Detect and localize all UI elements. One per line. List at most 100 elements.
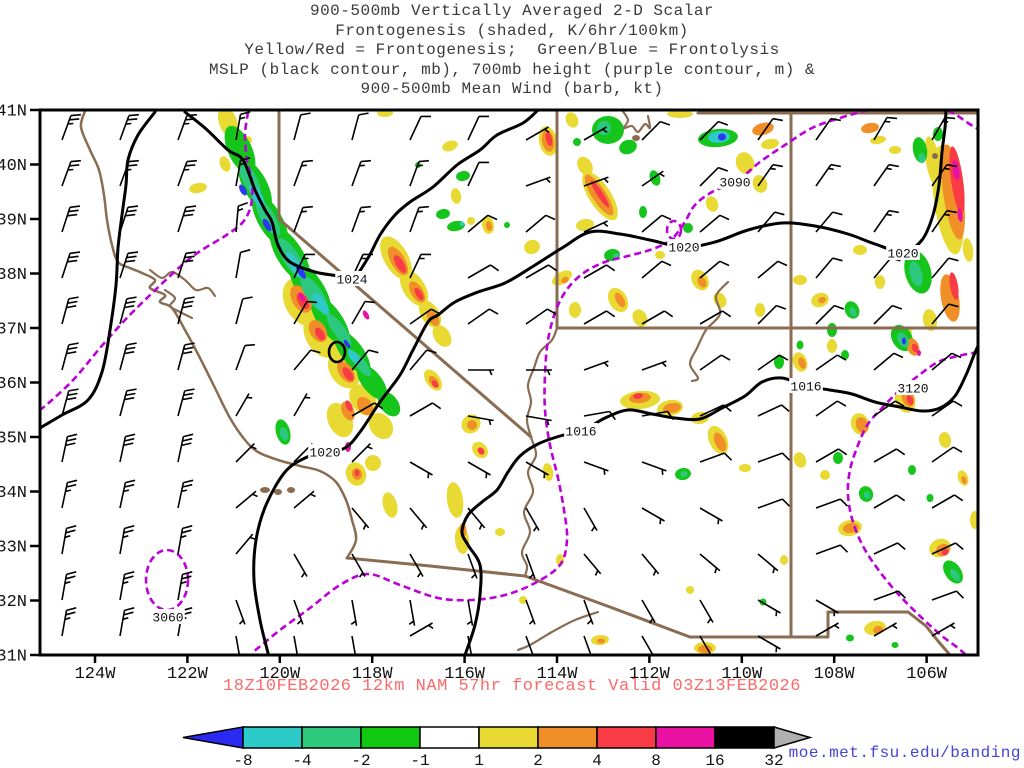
colorbar-tick-label: 16 <box>705 752 724 768</box>
y-axis-label: 32N <box>0 593 27 612</box>
wind-barb <box>177 433 194 463</box>
wind-barb <box>931 400 963 417</box>
wind-barb <box>641 599 656 624</box>
wind-barb <box>815 498 849 509</box>
wind-barb <box>235 343 255 371</box>
wind-barb <box>177 251 197 279</box>
wind-barb <box>177 113 197 141</box>
wind-barb <box>409 402 442 417</box>
wind-barb <box>757 260 788 279</box>
wind-barb <box>466 599 474 626</box>
y-axis-label: 33N <box>0 539 27 558</box>
wind-barb <box>815 117 841 141</box>
wind-barb <box>699 354 731 371</box>
wind-barb <box>467 507 486 530</box>
x-axis-label: 110W <box>721 665 763 684</box>
wind-barb <box>235 599 246 625</box>
colorbar-cell <box>655 726 716 749</box>
y-axis-label: 36N <box>0 375 27 394</box>
colorbar-tick-label: 1 <box>474 752 484 768</box>
wind-barb <box>873 542 906 555</box>
wind-barb <box>873 304 903 325</box>
y-axis-label: 31N <box>0 648 27 667</box>
contour-label: 3090 <box>719 176 750 191</box>
x-axis-label: 122W <box>167 665 209 684</box>
site-link[interactable]: moe.met.fsu.edu/banding <box>788 744 1021 762</box>
lake <box>632 135 640 141</box>
lake <box>260 487 270 493</box>
wind-barb <box>351 112 369 141</box>
wind-barb <box>931 163 957 187</box>
x-axis-label: 118W <box>352 665 394 684</box>
wind-barb <box>815 448 848 463</box>
wind-barb <box>757 117 783 141</box>
wind-barb <box>119 296 137 325</box>
wind-barb <box>468 369 494 376</box>
wind-barb <box>61 205 81 233</box>
wind-barb <box>61 296 79 325</box>
colorbar-tick-label: -1 <box>410 752 429 768</box>
wind-barb <box>525 635 534 655</box>
height-contours-purple <box>40 110 978 655</box>
wind-barb <box>351 159 371 187</box>
wind-barb <box>119 525 135 555</box>
wind-barb <box>119 159 139 187</box>
wind-barb <box>177 571 193 601</box>
title-line-2: Frontogenesis (shaded, K/6hr/100km) <box>335 21 689 40</box>
wind-barb <box>467 308 499 325</box>
lake <box>287 487 295 493</box>
contour-label: 1020 <box>668 241 699 256</box>
wind-barb <box>119 388 137 417</box>
wind-barb <box>177 342 195 371</box>
colorbar-cell <box>419 726 480 749</box>
wind-barb <box>119 205 139 233</box>
colorbar-cell <box>301 726 362 749</box>
y-axis-label: 40N <box>0 157 27 176</box>
wind-barb <box>583 461 609 475</box>
wind-barb <box>757 304 787 325</box>
wind-barb <box>757 599 781 617</box>
wind-barb <box>177 296 195 325</box>
wind-barb <box>757 553 779 574</box>
wind-barb <box>525 553 536 579</box>
colorbar-tick-label: -2 <box>351 752 370 768</box>
colorbar-tick-label: 4 <box>592 752 602 768</box>
wind-barb <box>235 490 258 509</box>
title-line-1: 900-500mb Vertically Averaged 2-D Scalar <box>309 2 715 20</box>
wind-barb <box>293 393 311 417</box>
wind-barb <box>931 446 963 463</box>
wind-barb <box>526 369 552 376</box>
wind-barb <box>119 607 135 637</box>
wind-barb <box>293 635 299 655</box>
wind-barb <box>641 120 671 141</box>
wind-barb <box>409 253 431 279</box>
wind-barb <box>525 176 551 187</box>
y-axis-label: 39N <box>0 212 27 231</box>
colorbar-cell <box>596 726 657 749</box>
wind-barb <box>235 296 253 325</box>
wind-barb <box>699 166 729 187</box>
wind-barb <box>641 360 667 371</box>
colorbar-left-arrow <box>182 726 244 749</box>
wind-barb <box>815 257 843 279</box>
wind-barb <box>815 544 849 555</box>
river <box>620 110 652 134</box>
wind-barb <box>409 622 434 637</box>
y-axis-label: 35N <box>0 430 27 449</box>
wind-barb <box>467 161 489 187</box>
wind-barb <box>931 622 956 637</box>
wind-barb <box>641 553 660 576</box>
wind-barb <box>293 253 315 279</box>
wind-barb <box>583 220 609 233</box>
wind-barb <box>873 116 898 141</box>
wind-barb <box>61 342 79 371</box>
contour-label: 1024 <box>336 273 367 288</box>
wind-barb <box>235 111 251 141</box>
wind-barb <box>409 461 433 479</box>
x-axis-label: 120W <box>259 665 301 684</box>
wind-barb <box>931 494 964 509</box>
wind-barb <box>235 635 241 655</box>
colorbar-cell <box>478 726 539 749</box>
wind-barb <box>235 533 256 555</box>
